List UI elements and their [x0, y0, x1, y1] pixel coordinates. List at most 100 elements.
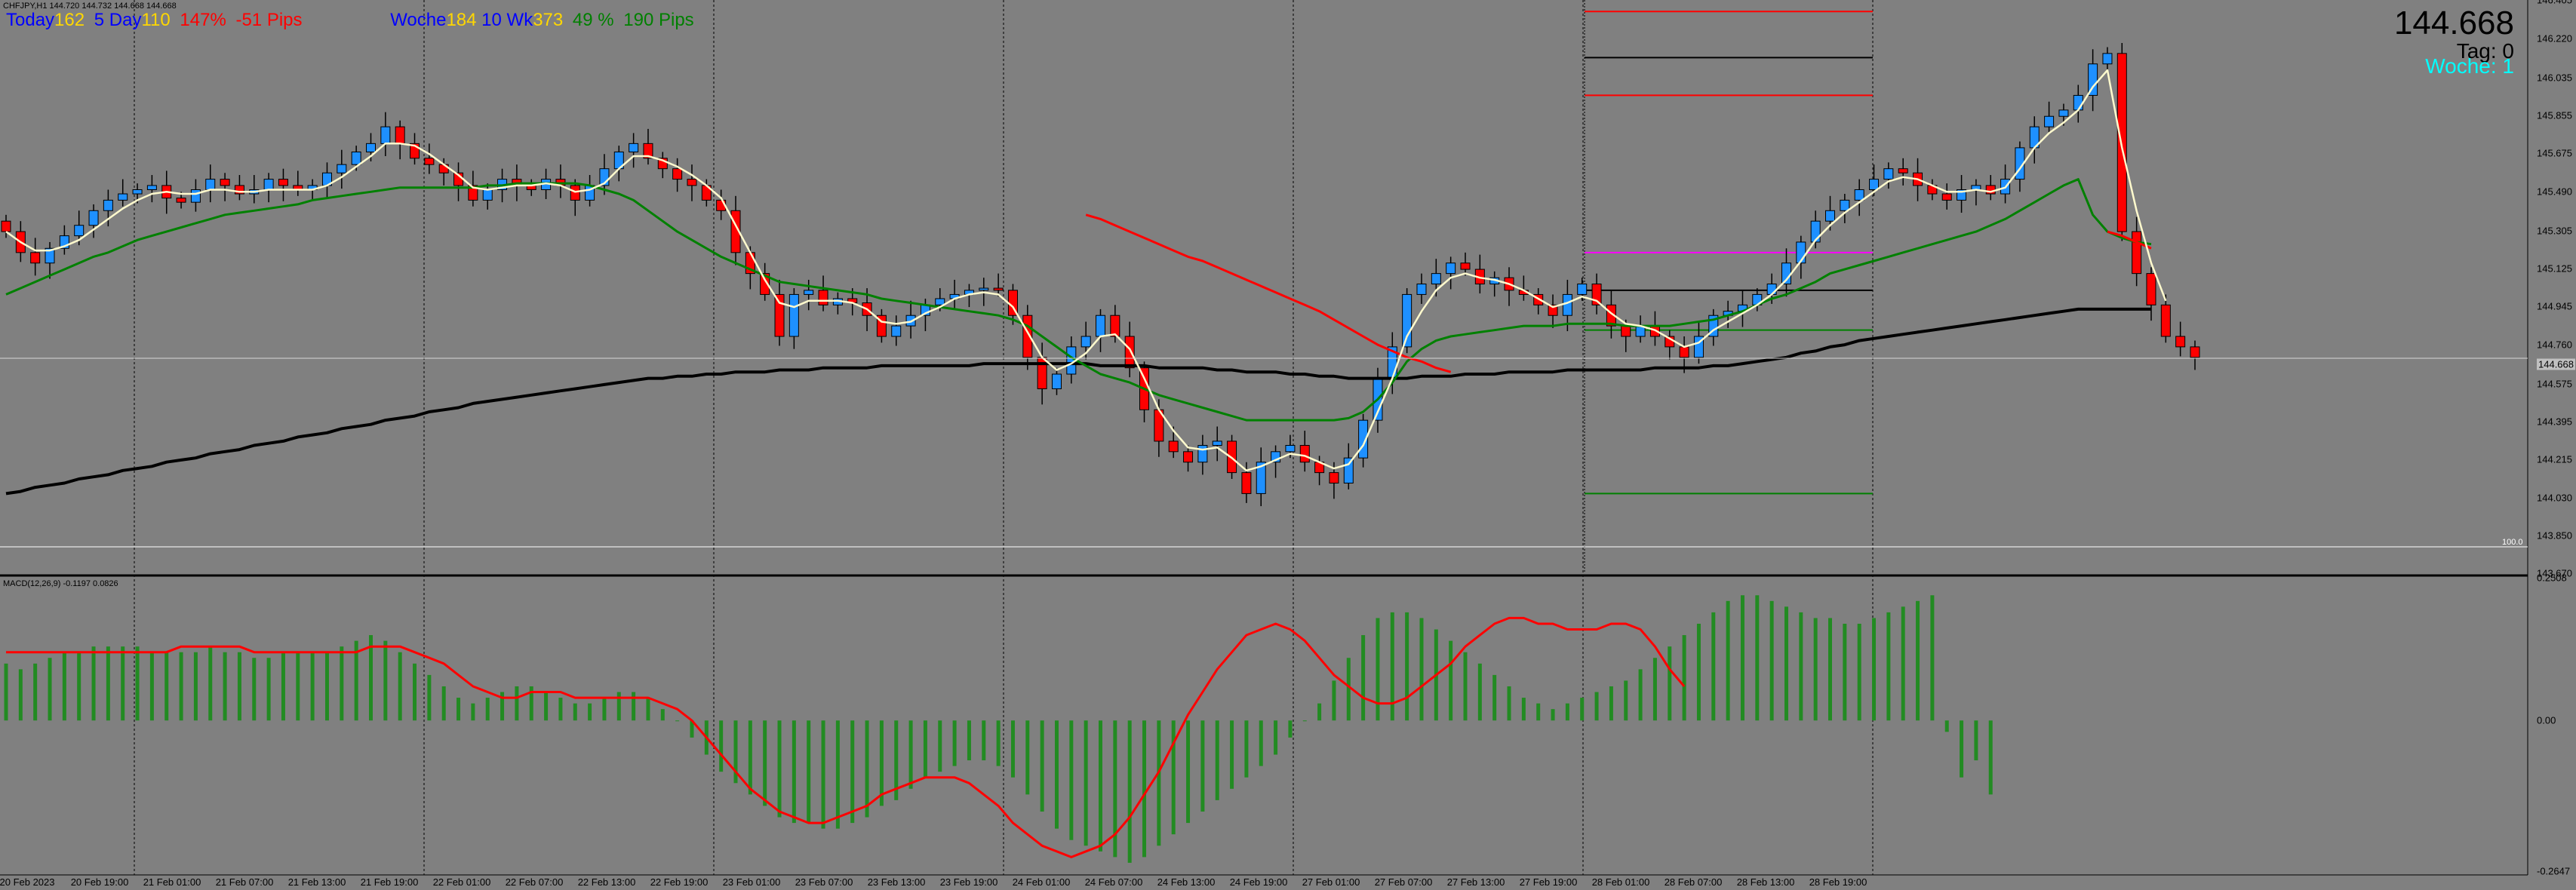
macd-bar	[1010, 720, 1015, 778]
macd-bar	[1361, 635, 1366, 721]
macd-bar	[48, 658, 52, 721]
macd-bar	[850, 720, 855, 824]
price-tick-label: 146.035	[2537, 72, 2572, 84]
macd-bar	[1916, 600, 1920, 721]
bull-candle	[1577, 284, 1588, 295]
macd-bar	[1799, 612, 1803, 721]
bull-candle	[118, 193, 128, 201]
time-tick-label: 24 Feb 19:00	[1229, 876, 1288, 888]
bull-candle	[190, 189, 201, 203]
macd-bar	[967, 720, 971, 761]
today-value: 162	[54, 10, 85, 30]
price-tick-label: 146.405	[2537, 0, 2572, 6]
price-tick-label: 145.855	[2537, 109, 2572, 121]
bull-candle	[1081, 336, 1091, 348]
macd-bar	[193, 652, 198, 721]
bull-candle	[1051, 373, 1062, 389]
macd-bar	[938, 720, 942, 772]
bull-candle	[1343, 457, 1354, 484]
macd-bar	[500, 692, 505, 721]
macd-bar	[616, 692, 621, 721]
time-tick-label: 21 Feb 07:00	[215, 876, 274, 888]
bull-candle	[88, 210, 99, 226]
macd-bar	[1974, 720, 1978, 761]
macd-label: MACD(12,26,9) -0.1197 0.0826	[3, 579, 118, 588]
macd-bar	[1551, 709, 1555, 721]
macd-bar	[456, 698, 461, 721]
macd-bar	[1580, 698, 1585, 721]
macd-bar	[1142, 720, 1147, 858]
macd-bar	[1784, 606, 1788, 721]
bear-candle	[1037, 357, 1047, 389]
bear-candle	[760, 273, 770, 295]
bear-candle	[2175, 336, 2186, 348]
price-tick-label: 144.945	[2537, 300, 2572, 312]
macd-bar	[62, 652, 66, 721]
macd-tick-label: 0.00	[2537, 714, 2556, 726]
macd-bar	[1565, 703, 1569, 721]
bull-candle	[1562, 293, 1572, 316]
bull-candle	[103, 199, 113, 211]
macd-bar	[1419, 618, 1424, 721]
bull-candle	[1766, 284, 1777, 295]
bull-candle	[2088, 63, 2098, 96]
bear-candle	[1183, 451, 1194, 463]
macd-bar	[1259, 720, 1263, 766]
macd-bar	[690, 720, 694, 738]
macd-bar	[354, 640, 358, 721]
macd-bar	[1215, 720, 1219, 800]
macd-bar	[588, 703, 592, 721]
bull-candle	[1197, 444, 1208, 463]
macd-bar	[1332, 680, 1336, 721]
macd-bar	[675, 720, 680, 722]
macd-bar	[1477, 663, 1482, 721]
bear-candle	[2160, 304, 2171, 337]
bear-candle	[2132, 231, 2142, 275]
macd-bar	[1463, 652, 1468, 721]
bull-candle	[1256, 462, 1266, 494]
macd-bar	[1302, 720, 1307, 722]
macd-bar	[1828, 618, 1832, 721]
time-tick-label: 23 Feb 13:00	[867, 876, 926, 888]
macd-bar	[1069, 720, 1074, 840]
macd-bar	[1317, 703, 1322, 721]
macd-bar	[1682, 635, 1686, 721]
macd-bar	[908, 720, 913, 789]
bear-candle	[278, 179, 288, 186]
bear-candle	[1124, 336, 1135, 369]
moving-averages	[5, 69, 2167, 496]
macd-bar	[602, 698, 607, 721]
bear-candle	[176, 198, 186, 203]
bear-candle	[1679, 346, 1689, 358]
symbol-info: CHFJPY,H1 144.720 144.732 144.668 144.66…	[3, 2, 177, 11]
bull-candle	[1854, 189, 1864, 201]
grid-lines	[134, 0, 1874, 875]
bear-candle	[220, 179, 230, 186]
ma-red-tail-line	[2107, 230, 2152, 250]
five-day-value: 110	[141, 10, 171, 30]
bull-candle	[1825, 210, 1835, 222]
macd-bar	[952, 720, 957, 766]
bear-candle	[687, 179, 697, 186]
stats-row: Today162 5 Day110 147% -51 Pips Woche184…	[6, 9, 699, 32]
macd-bar	[1609, 686, 1613, 721]
macd-bar	[1872, 618, 1877, 721]
bear-candle	[1941, 193, 1952, 201]
week-value: 184	[446, 10, 477, 30]
macd-bar	[324, 652, 329, 721]
bull-candle	[2044, 115, 2055, 127]
bear-candle	[672, 168, 683, 180]
macd-bar	[1127, 720, 1132, 863]
bull-candle	[629, 143, 639, 152]
time-tick-label: 20 Feb 19:00	[70, 876, 129, 888]
time-tick-label: 20 Feb 2023	[0, 876, 55, 888]
macd-bar	[879, 720, 884, 806]
current-price-tag: 144.668	[2537, 358, 2575, 370]
week10-value: 373	[533, 10, 564, 30]
bull-candle	[1416, 284, 1427, 295]
macd-bar	[835, 720, 840, 829]
macd-bar	[1244, 720, 1249, 778]
macd-bar	[471, 703, 475, 721]
macd-bar	[1288, 720, 1293, 738]
